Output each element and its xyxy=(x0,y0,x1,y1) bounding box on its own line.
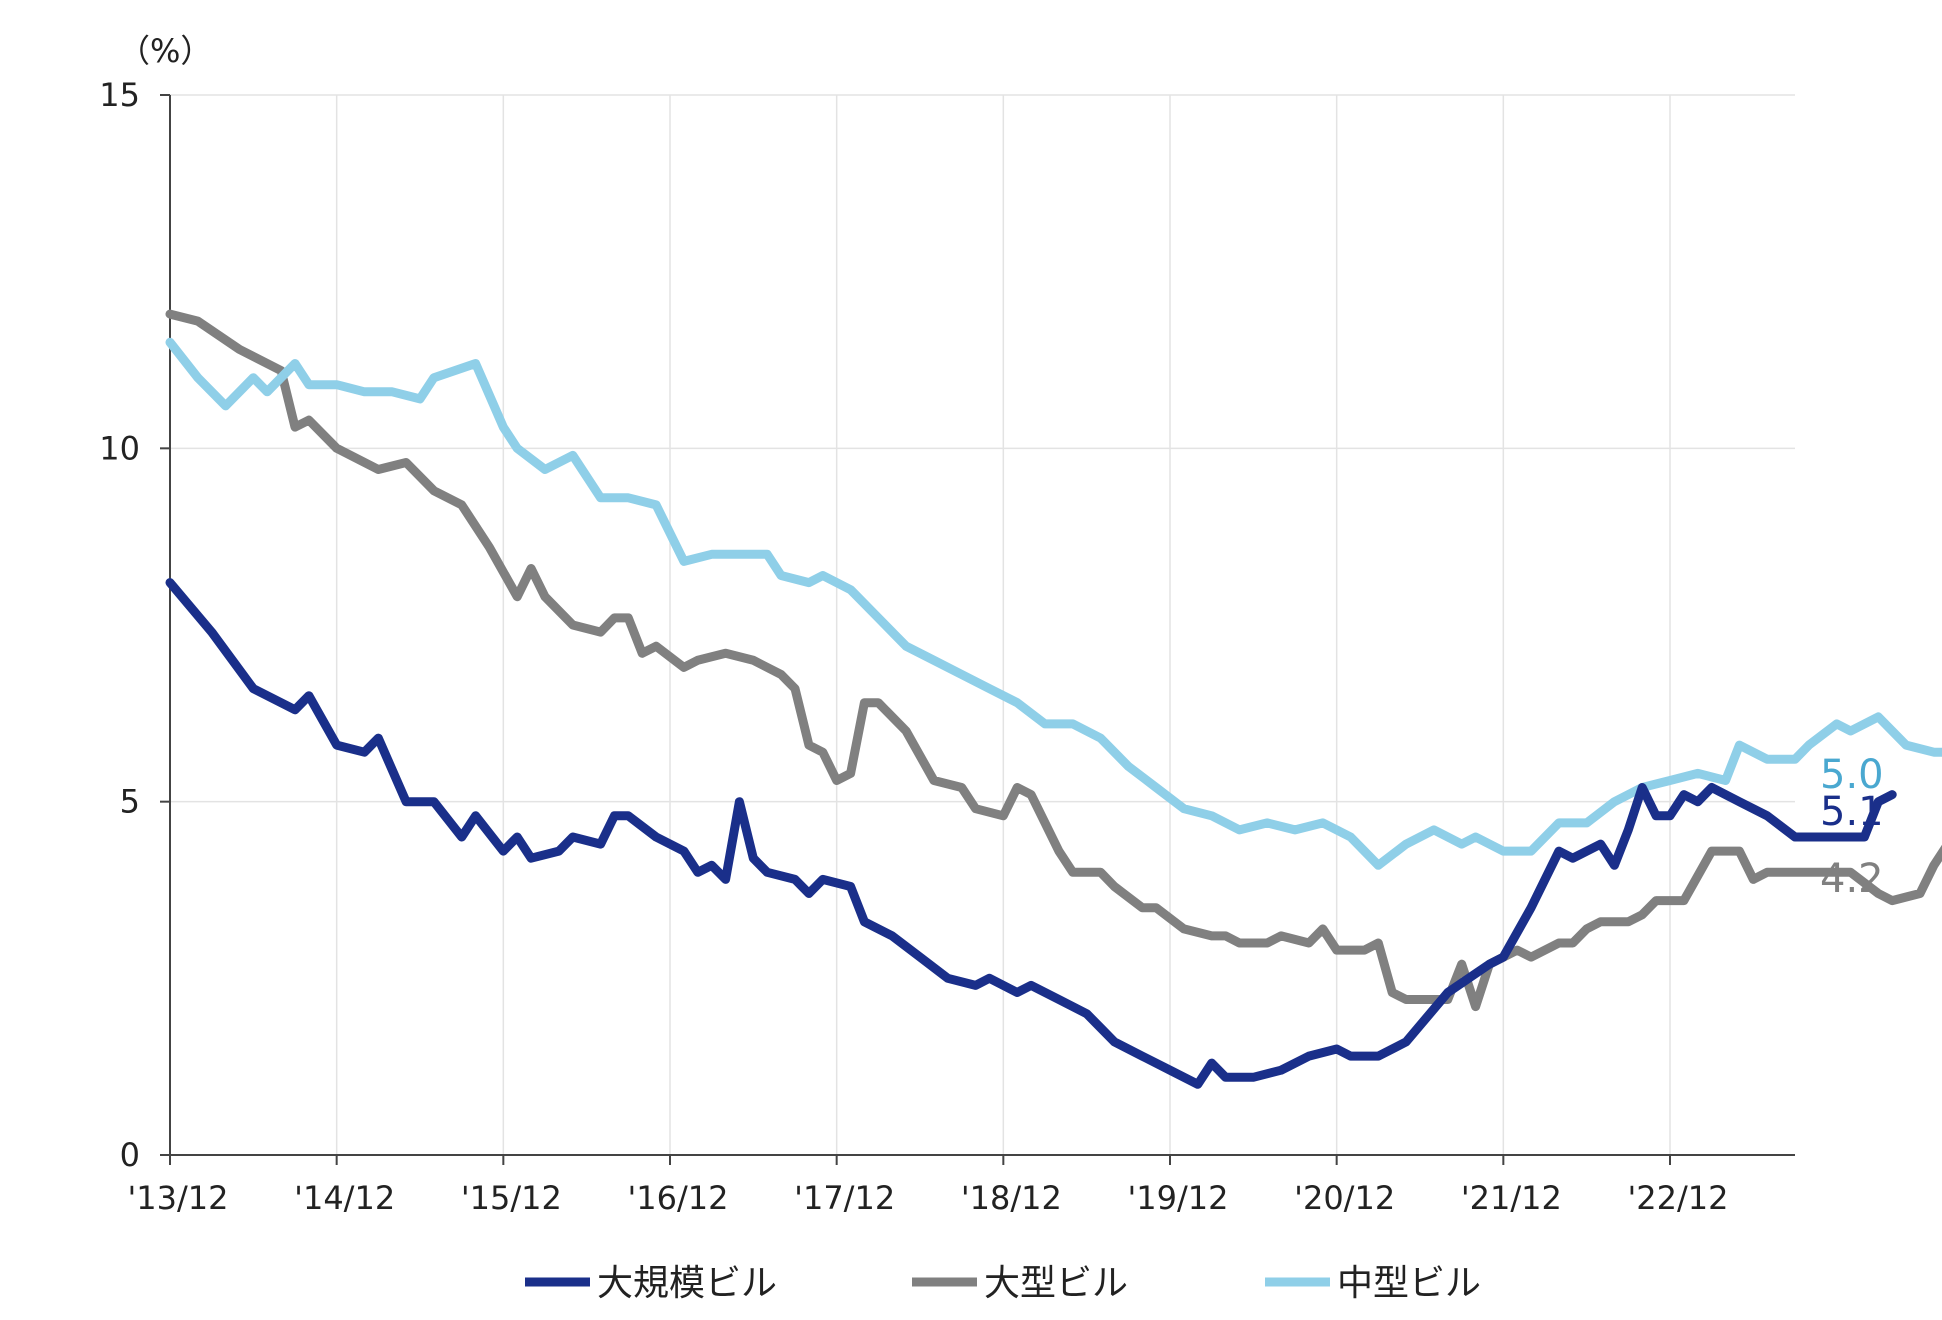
x-tick-label: '16/12 xyxy=(627,1179,728,1217)
x-tick-labels: '13/12 '14/12 '15/12 '16/12 '17/12 '18/12 '19/… xyxy=(127,1155,1729,1217)
y-tick-label: 0 xyxy=(120,1136,140,1174)
end-labels: 5.1 4.2 5.0 xyxy=(1820,752,1884,902)
legend-label: 大型ビル xyxy=(984,1263,1128,1304)
x-tick-label: '17/12 xyxy=(794,1179,895,1217)
legend-label: 中型ビル xyxy=(1337,1263,1481,1304)
series-end-label: 5.0 xyxy=(1820,752,1884,798)
x-tick-label: '19/12 xyxy=(1127,1179,1228,1217)
x-tick-label: '14/12 xyxy=(294,1179,395,1217)
y-tick-labels: 0 5 10 15 xyxy=(99,76,170,1174)
legend-entry: 中型ビル xyxy=(1265,1263,1481,1304)
series-line xyxy=(165,309,1942,1012)
legend: 大規模ビル 大型ビル 中型ビル xyxy=(525,1263,1481,1304)
grid-lines xyxy=(170,94,1795,1155)
series-line xyxy=(165,578,1897,1089)
axes xyxy=(169,95,1795,1156)
series-line xyxy=(165,337,1942,870)
legend-label: 大規模ビル xyxy=(597,1263,777,1304)
y-axis-unit-label: （%） xyxy=(118,32,212,70)
y-tick-label: 10 xyxy=(99,429,140,467)
x-tick-label: '15/12 xyxy=(461,1179,562,1217)
y-tick-label: 15 xyxy=(99,76,140,114)
x-tick-label: '18/12 xyxy=(961,1179,1062,1217)
series-end-label: 4.2 xyxy=(1820,856,1884,902)
legend-entry: 大規模ビル xyxy=(525,1263,777,1304)
legend-entry: 大型ビル xyxy=(912,1263,1128,1304)
series-end-label: 5.1 xyxy=(1820,789,1884,835)
x-tick-label: '13/12 xyxy=(127,1179,228,1217)
x-tick-label: '20/12 xyxy=(1294,1179,1395,1217)
x-tick-label: '22/12 xyxy=(1627,1179,1728,1217)
series-lines xyxy=(165,309,1942,1089)
y-tick-label: 5 xyxy=(120,783,140,821)
x-tick-label: '21/12 xyxy=(1461,1179,1562,1217)
